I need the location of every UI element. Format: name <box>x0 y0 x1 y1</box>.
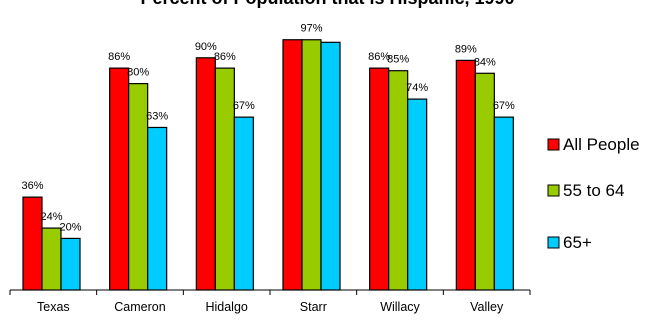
x-tick-label: Cameron <box>114 300 165 314</box>
chart-title: Percent of Population that is Hispanic, … <box>0 0 655 9</box>
bar <box>388 70 409 291</box>
x-tick-label: Valley <box>470 300 504 314</box>
bar <box>369 67 390 291</box>
legend-label: All People <box>563 135 640 154</box>
legend-label: 65+ <box>563 233 592 252</box>
x-tick-label: Hidalgo <box>205 300 247 314</box>
bar <box>41 227 62 291</box>
legend-swatch <box>547 236 560 249</box>
bar <box>60 237 81 291</box>
x-tick-label: Starr <box>300 300 327 314</box>
data-label: 20% <box>59 221 81 233</box>
legend-swatch <box>547 138 560 151</box>
bar <box>214 67 235 291</box>
data-label: 74% <box>406 82 428 94</box>
legend-swatch <box>547 184 560 197</box>
bar <box>282 39 303 291</box>
data-label: 86% <box>108 51 130 63</box>
data-label: 86% <box>214 51 236 63</box>
bar <box>109 67 130 291</box>
data-label: 84% <box>474 56 496 68</box>
bar <box>128 82 149 291</box>
data-label: 80% <box>127 67 149 79</box>
data-label: 85% <box>387 54 409 66</box>
bar <box>22 196 43 291</box>
bar <box>147 126 168 291</box>
bar <box>474 72 495 291</box>
data-label: 90% <box>195 41 217 53</box>
legend-label: 55 to 64 <box>563 181 624 200</box>
data-label: 63% <box>146 110 168 122</box>
data-label: 67% <box>493 100 515 112</box>
data-label: 36% <box>21 180 43 192</box>
data-label: 86% <box>368 51 390 63</box>
data-label: 67% <box>233 100 255 112</box>
x-tick-label: Willacy <box>380 300 420 314</box>
bar <box>493 116 514 291</box>
bar <box>407 98 428 291</box>
data-label: 89% <box>455 43 477 55</box>
bar <box>301 39 322 291</box>
data-label: 97% <box>300 23 322 35</box>
bar <box>195 57 216 291</box>
bar <box>320 41 341 291</box>
x-tick-label: Texas <box>37 300 70 314</box>
bar <box>233 116 254 291</box>
bar <box>455 59 476 291</box>
data-label: 24% <box>40 211 62 223</box>
